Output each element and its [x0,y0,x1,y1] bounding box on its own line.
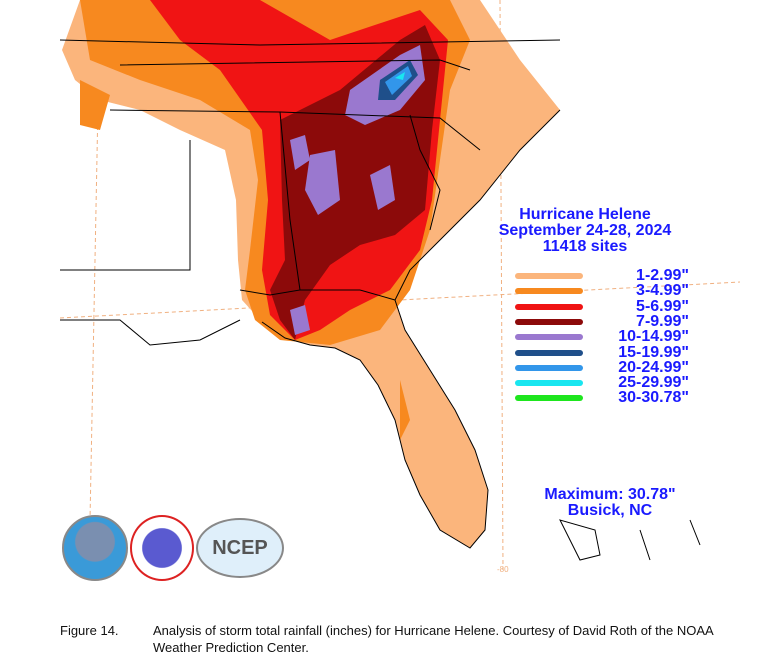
legend-item: 30-30.78" [515,389,705,407]
maximum-block: Maximum: 30.78" Busick, NC [510,487,710,519]
legend-label: 5-6.99" [636,297,689,315]
rain-zone-15-30 [378,60,418,100]
legend-swatch [515,288,583,295]
legend-label: 25-29.99" [618,374,689,392]
legend-item: 20-24.99" [515,358,705,376]
legend-item: 3-4.99" [515,282,705,300]
legend-item: 10-14.99" [515,328,705,346]
legend-item: 15-19.99" [515,343,705,361]
caption-text: Analysis of storm total rainfall (inches… [153,623,713,655]
legend-swatch [515,273,583,279]
legend-swatch [515,395,583,402]
legend-label: 20-24.99" [618,358,689,376]
maximum-location: Busick, NC [567,502,653,519]
ncep-logo: NCEP [196,518,284,578]
legend-label: 15-19.99" [618,343,689,361]
legend-swatch [515,334,583,341]
legend-label: 30-30.78" [618,389,689,407]
rainfall-map: -80 [59,0,741,574]
state-borders [59,39,701,561]
legend-label: 3-4.99" [636,282,689,300]
maximum-value: Maximum: 30.78" [544,486,676,503]
legend-label: 10-14.99" [618,328,689,346]
legend-item: 7-9.99" [515,312,705,330]
map-title-block: Hurricane Helene September 24-28, 2024 1… [470,207,700,255]
legend-item: 5-6.99" [515,297,705,315]
legend-label: 7-9.99" [636,312,689,330]
map-dates: September 24-28, 2024 [498,222,672,239]
legend-label: 1-2.99" [636,267,689,284]
legend-item: 1-2.99" [515,267,705,284]
ncep-logo-text: NCEP [212,536,268,559]
legend-swatch [515,318,583,325]
legend-item: 25-29.99" [515,374,705,392]
longitude-label: -80 [497,565,509,574]
legend-swatch [515,364,583,371]
map-title: Hurricane Helene [519,206,651,223]
legend-swatch [515,380,583,387]
legend-swatch [515,349,583,356]
figure-number: Figure 14. [60,623,119,638]
noaa-logo [62,515,128,581]
nws-logo [130,515,194,581]
legend-swatch [515,303,583,310]
map-sites: 11418 sites [542,238,628,255]
